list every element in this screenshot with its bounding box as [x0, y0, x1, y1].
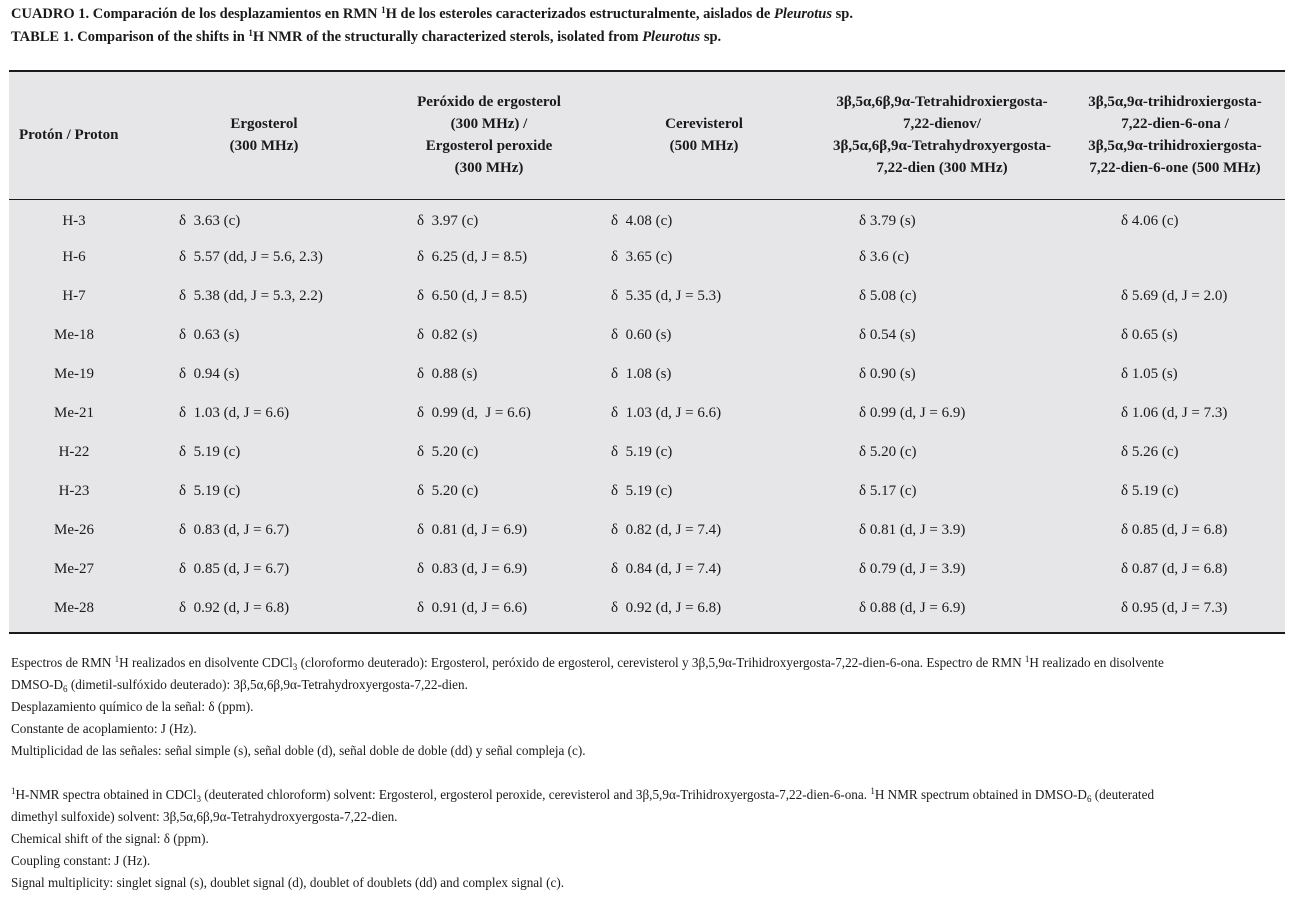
shift-cell: δ 0.99 (d, J = 6.6) [417, 405, 531, 421]
table-row: Me-21 δ 1.03 (d, J = 6.6) δ 0.99 (d, J = 6… [9, 394, 1285, 433]
table-footnotes: Espectros de RMN 1H realizados en disolv… [11, 652, 1287, 894]
caption-english: TABLE 1. Comparison of the shifts in 1H … [11, 28, 722, 46]
shift-cell: δ 0.88 (d, J = 6.9) [859, 600, 966, 616]
nmr-shift-table: Protón / Proton Ergosterol (300 MHz) Peróxi… [9, 70, 1285, 634]
column-header-1: Ergosterol (300 MHz) [139, 72, 389, 200]
table-row: Me-26 δ 0.83 (d, J = 6.7) δ 0.81 (d, J = 6… [9, 511, 1285, 550]
table-body: H-3 δ 3.63 (c) δ 3.97 (c) δ 4.08 (c) δ 3.79 … [9, 199, 1285, 628]
proton-cell: Me-19 [54, 366, 94, 382]
shift-cell: δ 0.79 (d, J = 3.9) [859, 561, 966, 577]
table-row: Me-28 δ 0.92 (d, J = 6.8) δ 0.91 (d, J = 6… [9, 589, 1285, 628]
proton-cell: Me-27 [54, 561, 94, 577]
shift-cell: δ 0.83 (d, J = 6.7) [179, 522, 290, 538]
note-en-solvents: 1H-NMR spectra obtained in CDCl3 (deuter… [11, 786, 1155, 825]
shift-cell: δ 5.17 (c) [859, 483, 917, 499]
notes-spacer [11, 762, 1287, 784]
caption-spanish: CUADRO 1. Comparación de los desplazamie… [11, 5, 853, 23]
shift-cell: δ 5.69 (d, J = 2.0) [1121, 288, 1228, 304]
shift-cell: δ 5.19 (c) [179, 483, 241, 499]
shift-cell: δ 5.20 (c) [417, 483, 479, 499]
shift-cell: δ 0.92 (d, J = 6.8) [179, 600, 290, 616]
shift-cell: δ 5.19 (c) [611, 483, 673, 499]
shift-cell: δ 1.08 (s) [611, 366, 672, 382]
shift-cell: δ 5.35 (d, J = 5.3) [611, 288, 722, 304]
note-es-coupling: Constante de acoplamiento: J (Hz). [11, 721, 197, 736]
shift-cell: δ 0.63 (s) [179, 327, 240, 343]
column-header-4: 3β,5α,6β,9α-Tetrahidroxiergosta- 7,22-die… [819, 72, 1065, 200]
shift-cell: δ 0.87 (d, J = 6.8) [1121, 561, 1228, 577]
shift-cell: δ 5.57 (dd, J = 5.6, 2.3) [179, 249, 323, 265]
shift-cell: δ 3.63 (c) [179, 212, 241, 229]
shift-cell: δ 5.20 (c) [859, 444, 917, 460]
shift-cell: δ 0.81 (d, J = 6.9) [417, 522, 528, 538]
shift-cell: δ 5.19 (c) [611, 444, 673, 460]
shift-cell: δ 0.82 (d, J = 7.4) [611, 522, 722, 538]
shift-cell: δ 0.81 (d, J = 3.9) [859, 522, 966, 538]
shift-cell: δ 0.54 (s) [859, 327, 916, 343]
shift-cell: δ 0.94 (s) [179, 366, 240, 382]
table-row: Me-27 δ 0.85 (d, J = 6.7) δ 0.83 (d, J = 6… [9, 550, 1285, 589]
shift-cell: δ 1.05 (s) [1121, 366, 1178, 382]
table-row: H-3 δ 3.63 (c) δ 3.97 (c) δ 4.08 (c) δ 3.79 … [9, 199, 1285, 238]
shift-cell: δ 0.99 (d, J = 6.9) [859, 405, 966, 421]
shift-cell: δ 0.85 (d, J = 6.8) [1121, 522, 1228, 538]
column-header-3: Cerevisterol (500 MHz) [589, 72, 819, 200]
shift-cell: δ 3.97 (c) [417, 212, 479, 229]
shift-cell: δ 5.38 (dd, J = 5.3, 2.2) [179, 288, 323, 304]
shift-cell: δ 4.08 (c) [611, 212, 673, 229]
table-row: H-6 δ 5.57 (dd, J = 5.6, 2.3) δ 6.25 (d, J… [9, 238, 1285, 277]
note-es-solvents: Espectros de RMN 1H realizados en disolv… [11, 654, 1164, 694]
shift-cell: δ 0.91 (d, J = 6.6) [417, 600, 528, 616]
shift-cell: δ 3.79 (s) [859, 212, 916, 229]
column-header-0: Protón / Proton [9, 72, 139, 200]
shift-cell: δ 0.95 (d, J = 7.3) [1121, 600, 1228, 616]
shift-cell: δ 5.26 (c) [1121, 444, 1179, 460]
shift-cell: δ 0.92 (d, J = 6.8) [611, 600, 722, 616]
note-es-shift: Desplazamiento químico de la señal: δ (p… [11, 699, 254, 714]
shift-cell: δ 3.65 (c) [611, 249, 673, 265]
shift-cell: δ 4.06 (c) [1121, 212, 1179, 229]
proton-cell: Me-21 [54, 405, 94, 421]
note-en-coupling: Coupling constant: J (Hz). [11, 853, 151, 868]
table-row: H-22 δ 5.19 (c) δ 5.20 (c) δ 5.19 (c) δ 5.20… [9, 433, 1285, 472]
shift-cell: δ 0.90 (s) [859, 366, 916, 382]
shift-cell: δ 1.06 (d, J = 7.3) [1121, 405, 1228, 421]
shift-cell: δ 5.20 (c) [417, 444, 479, 460]
shift-cell: δ 6.25 (d, J = 8.5) [417, 249, 528, 265]
proton-cell: Me-28 [54, 600, 94, 616]
shift-cell: δ 0.88 (s) [417, 366, 478, 382]
shift-cell: δ 0.84 (d, J = 7.4) [611, 561, 722, 577]
shift-cell: δ 0.82 (s) [417, 327, 478, 343]
note-en-multiplicity: Signal multiplicity: singlet signal (s),… [11, 875, 565, 890]
proton-cell: H-23 [58, 483, 90, 499]
proton-cell: Me-18 [54, 327, 94, 343]
proton-cell: H-3 [62, 212, 86, 229]
shift-cell: δ 5.19 (c) [179, 444, 241, 460]
shift-cell: δ 1.03 (d, J = 6.6) [179, 405, 290, 421]
note-es-multiplicity: Multiplicidad de las señales: señal simp… [11, 743, 586, 758]
proton-cell: H-7 [62, 288, 86, 304]
shift-cell: δ 5.19 (c) [1121, 483, 1179, 499]
shift-cell: δ 5.08 (c) [859, 288, 917, 304]
table-row: H-23 δ 5.19 (c) δ 5.20 (c) δ 5.19 (c) δ 5.17… [9, 472, 1285, 511]
shift-cell: δ 0.83 (d, J = 6.9) [417, 561, 528, 577]
table-row: Me-18 δ 0.63 (s) δ 0.82 (s) δ 0.60 (s) δ 0.5… [9, 316, 1285, 355]
shift-cell: δ 0.85 (d, J = 6.7) [179, 561, 290, 577]
shift-cell: δ 3.6 (c) [859, 249, 909, 265]
table-row: Me-19 δ 0.94 (s) δ 0.88 (s) δ 1.08 (s) δ 0.9… [9, 355, 1285, 394]
shift-cell: δ 0.60 (s) [611, 327, 672, 343]
shift-cell: δ 6.50 (d, J = 8.5) [417, 288, 528, 304]
shift-cell: δ 0.65 (s) [1121, 327, 1178, 343]
table-row: H-7 δ 5.38 (dd, J = 5.3, 2.2) δ 6.50 (d, J… [9, 277, 1285, 316]
proton-cell: H-22 [58, 444, 90, 460]
note-en-shift: Chemical shift of the signal: δ (ppm). [11, 831, 209, 846]
proton-cell: H-6 [62, 249, 86, 265]
column-header-5: 3β,5α,9α-trihidroxiergosta- 7,22-dien-6-o… [1065, 72, 1285, 200]
column-header-2: Peróxido de ergosterol (300 MHz) / Ergoste… [389, 72, 589, 200]
shift-cell [1065, 238, 1285, 277]
shift-cell: δ 1.03 (d, J = 6.6) [611, 405, 722, 421]
proton-cell: Me-26 [54, 522, 94, 538]
table-header-row: Protón / Proton Ergosterol (300 MHz) Peróxi… [9, 72, 1285, 200]
